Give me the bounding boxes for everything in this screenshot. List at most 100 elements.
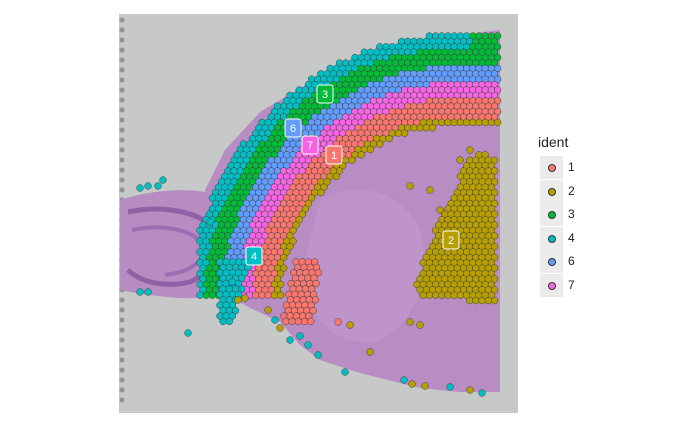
spot-cluster-2	[241, 294, 249, 302]
spot-cluster-4	[304, 341, 312, 349]
spot-cluster-1	[294, 317, 302, 326]
spot-cluster-2	[428, 124, 437, 132]
spot-cluster-4	[144, 288, 152, 296]
spot-cluster-1	[309, 306, 317, 315]
spot-cluster-4	[314, 351, 322, 359]
legend-swatch	[548, 164, 556, 172]
spot-cluster-7	[490, 80, 499, 89]
spot-cluster-2	[366, 145, 375, 154]
spot-cluster-2	[478, 296, 486, 305]
legend-item-6: 6	[540, 250, 600, 274]
spot-cluster-6	[493, 75, 502, 83]
cluster-label-6: 6	[284, 118, 302, 138]
spot-cluster-2	[400, 129, 409, 137]
spot-cluster-2	[348, 156, 356, 164]
spot-cluster-2	[234, 296, 242, 304]
spot-cluster-4	[238, 285, 246, 293]
spot-cluster-4	[206, 218, 214, 226]
spot-cluster-2	[493, 118, 502, 127]
spot-cluster-2	[366, 348, 374, 356]
legend-key	[540, 179, 563, 203]
spot-cluster-2	[276, 269, 285, 278]
spot-cluster-2	[298, 210, 306, 218]
spot-cluster-2	[320, 183, 328, 191]
spot-cluster-2	[276, 291, 285, 299]
spot-cluster-3	[208, 291, 217, 299]
spot-cluster-4	[228, 312, 237, 320]
spot-cluster-2	[481, 151, 489, 159]
spot-cluster-2	[289, 237, 297, 245]
spot-cluster-2	[466, 146, 474, 154]
spot-cluster-2	[317, 188, 325, 197]
spot-cluster-2	[487, 280, 496, 289]
spot-cluster-1	[314, 269, 323, 277]
spot-cluster-2	[304, 199, 313, 208]
spot-cluster-2	[490, 242, 499, 251]
spot-cluster-2	[487, 183, 496, 191]
spot-cluster-2	[292, 221, 300, 229]
legend-swatch	[548, 211, 556, 219]
spot-cluster-2	[438, 118, 446, 127]
spot-cluster-1	[490, 113, 499, 121]
spot-cluster-2	[270, 291, 279, 299]
spot-cluster-2	[283, 248, 291, 256]
spot-cluster-2	[416, 124, 424, 132]
spot-cluster-3	[493, 32, 502, 40]
spot-cluster-1	[300, 317, 309, 326]
spot-cluster-4	[228, 278, 236, 286]
spot-cluster-4	[400, 376, 408, 384]
spot-cluster-3	[490, 59, 499, 67]
svg-text:7: 7	[307, 140, 313, 152]
spot-cluster-3	[493, 53, 502, 62]
spot-cluster-2	[273, 275, 282, 283]
spot-cluster-2	[323, 178, 331, 186]
legend-item-7: 7	[540, 273, 600, 298]
spot-cluster-2	[487, 118, 496, 127]
spot-cluster-2	[487, 194, 496, 202]
spot-cluster-2	[264, 306, 272, 314]
spot-cluster-2	[472, 296, 480, 305]
spot-cluster-4	[238, 274, 246, 282]
spot-cluster-2	[487, 172, 496, 181]
svg-text:4: 4	[251, 251, 257, 263]
spot-cluster-2	[487, 248, 496, 256]
spot-cluster-2	[490, 275, 499, 283]
spot-cluster-2	[426, 186, 434, 194]
svg-text:3: 3	[322, 89, 328, 101]
spot-cluster-6	[490, 70, 499, 78]
cluster-label-2: 2	[442, 230, 460, 250]
legend-label: 1	[568, 160, 575, 174]
spot-cluster-2	[487, 269, 496, 278]
spot-cluster-2	[357, 151, 365, 159]
cluster-label-3: 3	[316, 84, 334, 104]
legend-item-2: 2	[540, 179, 600, 204]
spot-cluster-2	[438, 291, 446, 299]
spot-cluster-2	[422, 124, 430, 132]
legend-key	[540, 203, 563, 226]
spot-cluster-2	[469, 118, 477, 127]
spot-cluster-2	[487, 259, 496, 267]
spot-cluster-1	[288, 317, 296, 326]
spot-cluster-2	[487, 215, 496, 224]
spot-cluster-2	[490, 296, 499, 305]
spot-cluster-2	[280, 264, 288, 272]
spot-cluster-2	[490, 199, 499, 208]
spot-cluster-1	[252, 291, 260, 299]
svg-text:6: 6	[290, 123, 296, 135]
spot-cluster-2	[346, 321, 354, 329]
spot-cluster-2	[276, 280, 285, 289]
spot-cluster-2	[335, 167, 344, 175]
spot-cluster-2	[276, 259, 285, 267]
spot-cluster-4	[219, 317, 227, 326]
legend-swatch	[548, 258, 556, 266]
spot-cluster-2	[450, 118, 458, 127]
legend-item-3: 3	[540, 203, 600, 227]
spot-cluster-2	[490, 167, 499, 175]
spot-cluster-4	[446, 383, 454, 391]
legend-title: ident	[538, 134, 569, 150]
spot-cluster-2	[301, 205, 310, 213]
spot-cluster-4	[225, 317, 233, 326]
spot-cluster-2	[332, 172, 341, 181]
spot-cluster-2	[475, 118, 483, 127]
